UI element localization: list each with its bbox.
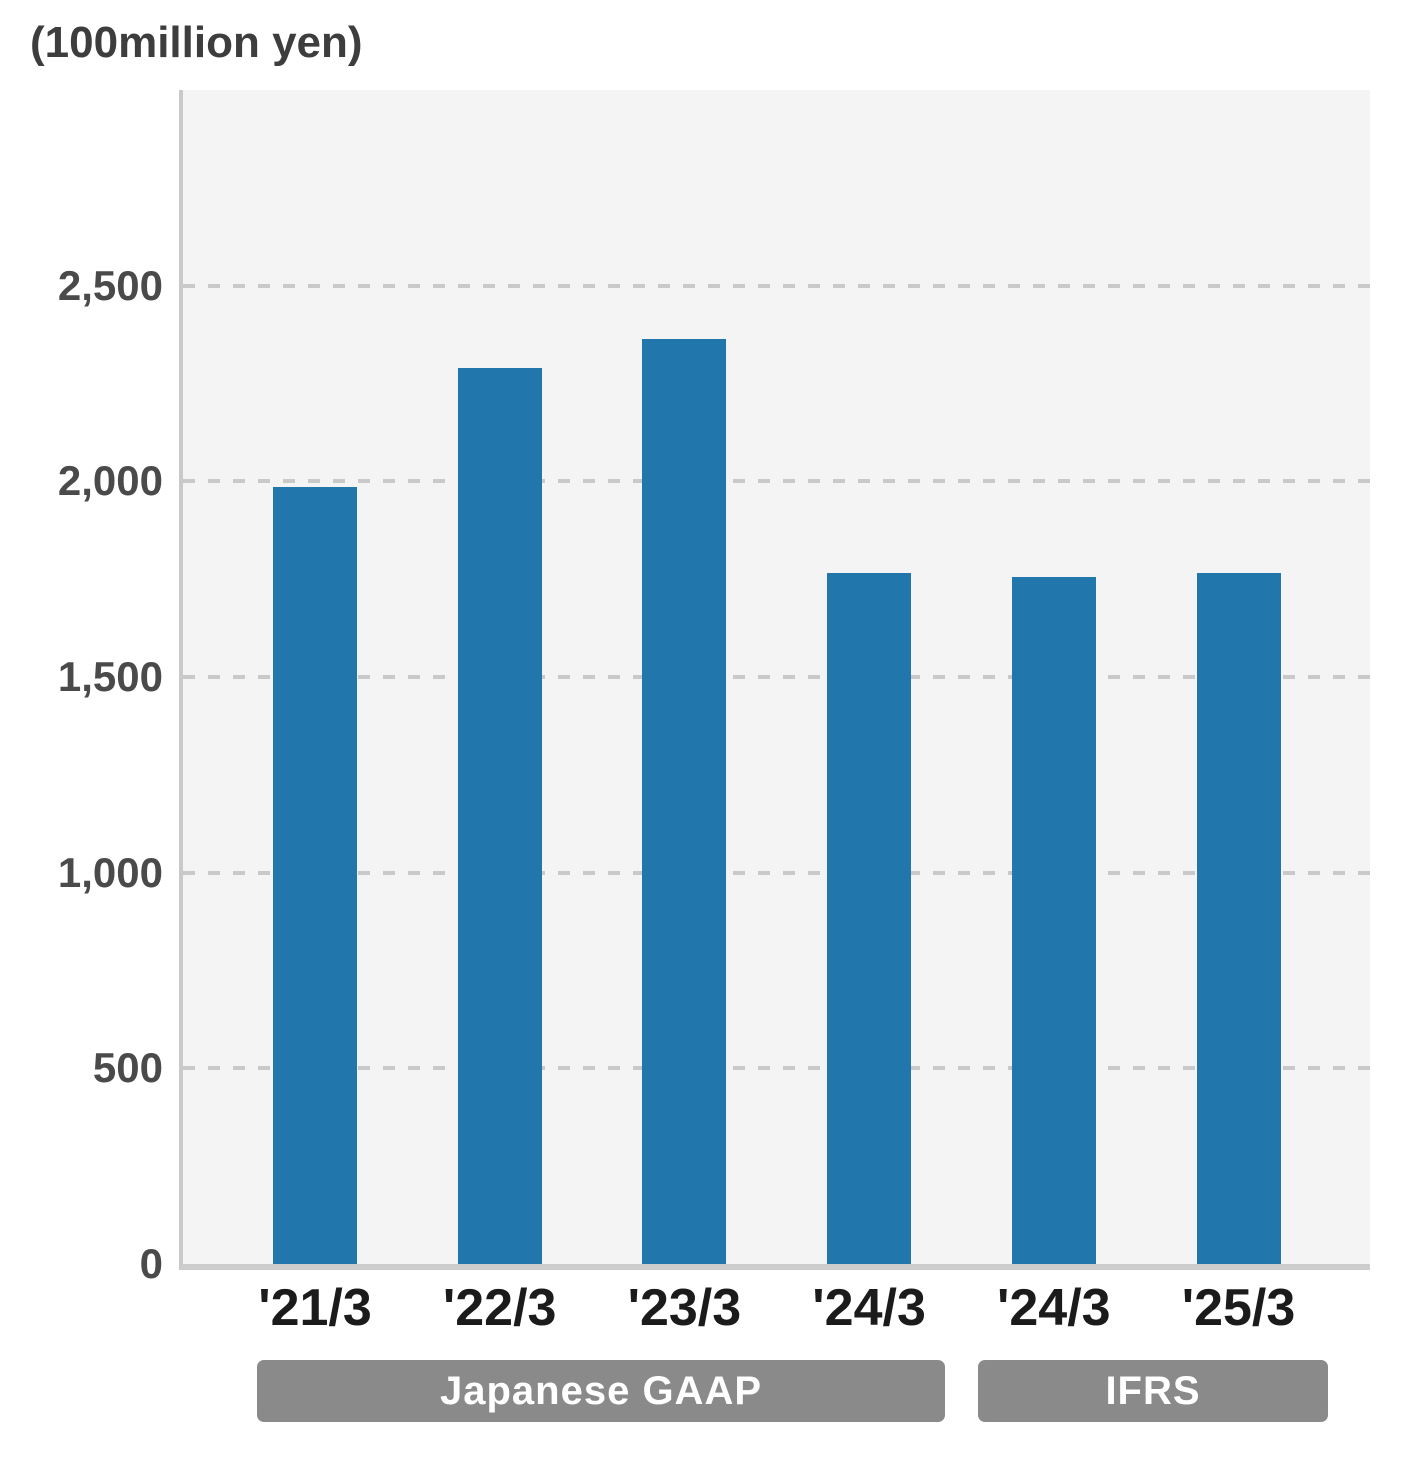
group-band-ifrs-label: IFRS [1105,1368,1201,1413]
bar-233-2 [642,338,727,1264]
gridline-500 [183,1066,1370,1071]
plot-area [179,90,1370,1270]
chart-unit-title: (100million yen) [30,18,363,67]
x-tick-label-5: '25/3 [1181,1279,1296,1337]
bar-223-1 [457,367,542,1264]
gridline-2500 [183,283,1370,288]
x-tick-label-0: '21/3 [258,1279,372,1337]
y-tick-label-2500: 2,500 [57,261,163,309]
y-tick-label-0: 0 [139,1240,163,1287]
group-band-ifrs: IFRS [978,1360,1328,1422]
gridline-2000 [183,479,1370,484]
bar-253-5 [1196,573,1281,1264]
group-band-japanese-gaap: Japanese GAAP [257,1360,945,1422]
bar-213-0 [273,487,357,1264]
x-tick-label-2: '23/3 [627,1279,742,1337]
x-tick-label-3: '24/3 [812,1279,926,1337]
x-tick-label-4: '24/3 [997,1279,1111,1337]
group-band-japanese-gaap-label: Japanese GAAP [439,1368,763,1413]
bar-243-3 [827,573,912,1264]
gridline-1500 [183,675,1370,679]
y-tick-label-1000: 1,000 [57,848,163,896]
bar-243-4 [1011,577,1096,1264]
y-tick-label-500: 500 [92,1044,163,1092]
gridline-1000 [183,870,1370,875]
x-tick-label-1: '22/3 [442,1279,557,1337]
y-tick-label-1500: 1,500 [57,653,163,700]
y-tick-label-2000: 2,000 [57,457,163,505]
